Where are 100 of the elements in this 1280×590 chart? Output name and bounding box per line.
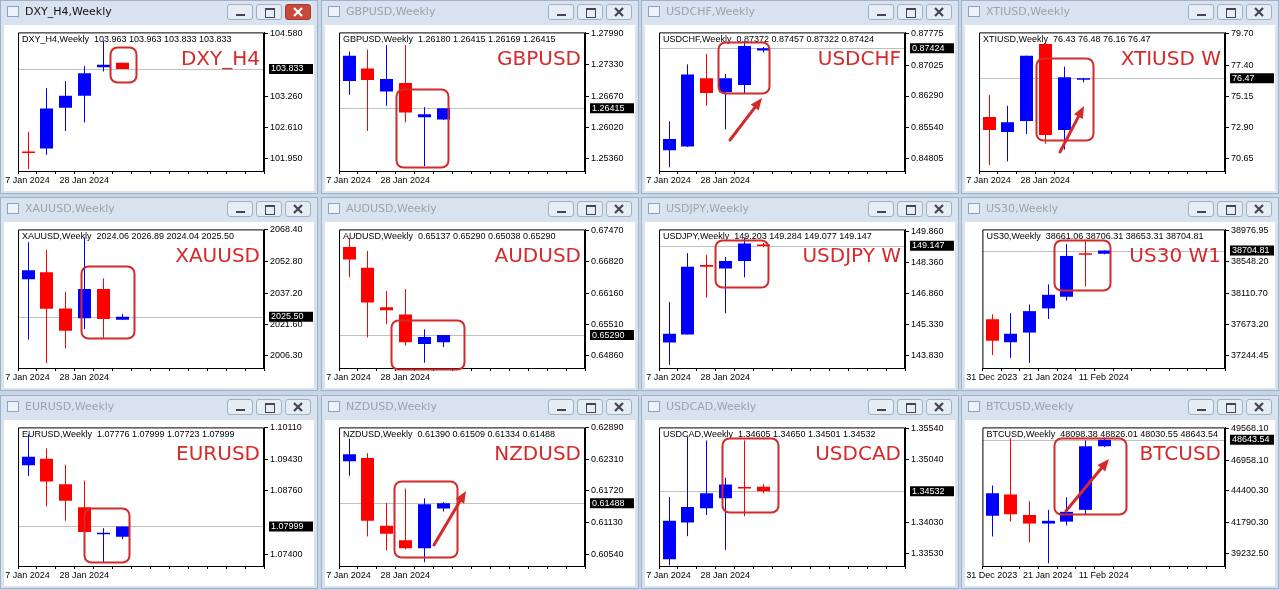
y-tick-label: 77.40 (1231, 59, 1254, 70)
y-tick-label: 75.15 (1231, 90, 1254, 101)
y-tick-label: 143.830 (911, 350, 944, 361)
y-tick-label: 148.360 (911, 256, 944, 267)
annotation: USDCAD,Weekly 1.34605 1.34650 1.34501 1.34532 (663, 429, 876, 440)
ref-line-label: 103.833 (271, 63, 304, 74)
candlestick (1004, 312, 1017, 359)
y-tick-label: 2052.80 (270, 255, 303, 266)
x-tick-label: 31 Dec 2023 (966, 569, 1018, 580)
y-tick-label: 0.60540 (591, 548, 624, 559)
y-tick-label: 79.70 (1231, 27, 1254, 38)
annotation: BTCUSD,Weekly 48098.38 48826.01 48030.55 48643.54 (986, 429, 1218, 440)
annotation: BTCUSD (1139, 441, 1221, 466)
y-tick-label: 46958.10 (1231, 454, 1269, 465)
y-tick-label: 1.26670 (591, 90, 624, 101)
annotation: XAUUSD,Weekly 2024.06 2026.89 2024.04 2025.50 (22, 231, 235, 242)
candlestick (343, 438, 356, 477)
x-tick-label: 7 Jan 2024 (326, 371, 371, 382)
x-tick-label: 7 Jan 2024 (326, 569, 371, 580)
y-tick-label: 1.27330 (591, 59, 624, 70)
y-tick-label: 49568.10 (1231, 423, 1269, 434)
ref-line-label: 2025.50 (271, 311, 304, 322)
ref-line-label: 1.07999 (271, 520, 304, 531)
annotation: USDJPY W (802, 243, 902, 268)
x-tick-label: 7 Jan 2024 (5, 174, 50, 185)
annotation: USDJPY,Weekly 149.203 149.284 149.077 149.147 (663, 231, 872, 242)
y-tick-label: 0.65510 (591, 318, 624, 329)
y-tick-label: 1.27990 (591, 27, 624, 38)
x-tick-label: 28 Jan 2024 (700, 569, 751, 580)
annotation: US30 W1 (1129, 243, 1221, 268)
chart-title: XAUUSD,Weekly (25, 202, 115, 215)
y-tick-label: 72.90 (1231, 121, 1254, 132)
candlestick (738, 439, 751, 517)
y-tick-label: 0.84805 (911, 153, 944, 164)
candlestick (22, 241, 35, 341)
ref-line-label: 0.61488 (592, 497, 625, 508)
candlestick (681, 436, 694, 537)
x-tick-label: 21 Jan 2024 (1022, 569, 1073, 580)
y-tick-label: 1.10110 (270, 422, 302, 433)
y-tick-label: 2037.20 (270, 287, 303, 298)
ref-line-label: 38704.81 (1232, 245, 1270, 256)
ref-line-label: 0.87424 (912, 42, 945, 53)
x-tick-label: 28 Jan 2024 (59, 174, 110, 185)
annotation: DXY_H4 (180, 46, 260, 71)
x-tick-label: 21 Jan 2024 (1022, 371, 1073, 382)
y-tick-label: 149.860 (911, 225, 944, 236)
y-tick-label: 0.62890 (591, 422, 624, 433)
ref-line-label: 48643.54 (1232, 434, 1270, 445)
x-tick-label: 7 Jan 2024 (646, 371, 691, 382)
candlestick (700, 53, 713, 107)
candlestick (59, 291, 72, 350)
annotation: GBPUSD,Weekly 1.26180 1.26415 1.26169 1.26415 (343, 34, 556, 45)
annotation: USDCHF,Weekly 0.87372 0.87457 0.87322 0.87424 (663, 34, 875, 45)
x-tick-label: 28 Jan 2024 (380, 174, 431, 185)
ref-line-label: 0.65290 (592, 329, 625, 340)
x-tick-label: 28 Jan 2024 (59, 569, 110, 580)
chart-title: US30,Weekly (986, 202, 1059, 215)
candlestick (361, 49, 374, 132)
x-tick-label: 28 Jan 2024 (380, 371, 431, 382)
y-tick-label: 41790.30 (1231, 517, 1269, 527)
annotation: XTIUSD W (1120, 46, 1222, 71)
y-tick-label: 1.35040 (911, 454, 944, 465)
annotation: EURUSD (176, 441, 260, 466)
y-tick-label: 70.65 (1231, 153, 1254, 164)
y-tick-label: 2021.60 (270, 319, 303, 330)
x-tick-label: 11 Feb 2024 (1078, 371, 1129, 382)
chart-title: BTCUSD,Weekly (986, 400, 1075, 413)
ref-line-label: 76.47 (1232, 72, 1255, 83)
annotation: US30,Weekly 38661.06 38706.31 38653.31 38704.81 (986, 231, 1204, 242)
candlestick (380, 502, 393, 551)
candlestick (418, 106, 431, 167)
x-tick-label: 28 Jan 2024 (1020, 174, 1071, 185)
candlestick (380, 44, 393, 107)
y-tick-label: 1.09430 (270, 454, 303, 465)
y-tick-label: 0.66820 (591, 256, 624, 267)
y-tick-label: 0.61720 (591, 485, 624, 496)
y-tick-label: 103.260 (270, 90, 303, 101)
chart-title: USDCHF,Weekly (666, 5, 755, 18)
candlestick (1042, 509, 1055, 564)
y-tick-label: 0.86290 (911, 90, 944, 101)
y-tick-label: 37673.20 (1231, 319, 1269, 330)
annotation: USDCHF (817, 46, 901, 71)
y-tick-label: 1.34030 (911, 516, 944, 527)
y-tick-label: 1.07400 (270, 548, 303, 559)
y-tick-label: 37244.45 (1231, 350, 1269, 361)
candlestick (1001, 105, 1014, 162)
y-tick-label: 1.35540 (911, 423, 944, 434)
candlestick (986, 485, 999, 538)
annotation: NZDUSD (494, 441, 581, 466)
y-tick-label: 38110.70 (1231, 287, 1268, 298)
y-tick-label: 1.25360 (591, 153, 624, 164)
annotation: XAUUSD (175, 243, 260, 268)
x-tick-label: 28 Jan 2024 (59, 371, 110, 382)
ref-line-label: 1.26415 (592, 102, 625, 113)
y-tick-label: 0.87775 (911, 27, 944, 38)
y-tick-label: 101.950 (270, 153, 303, 164)
chart-title: AUDUSD,Weekly (346, 202, 437, 215)
y-tick-label: 44400.30 (1231, 485, 1269, 496)
y-tick-label: 145.330 (911, 319, 944, 330)
candlestick (1004, 437, 1017, 523)
